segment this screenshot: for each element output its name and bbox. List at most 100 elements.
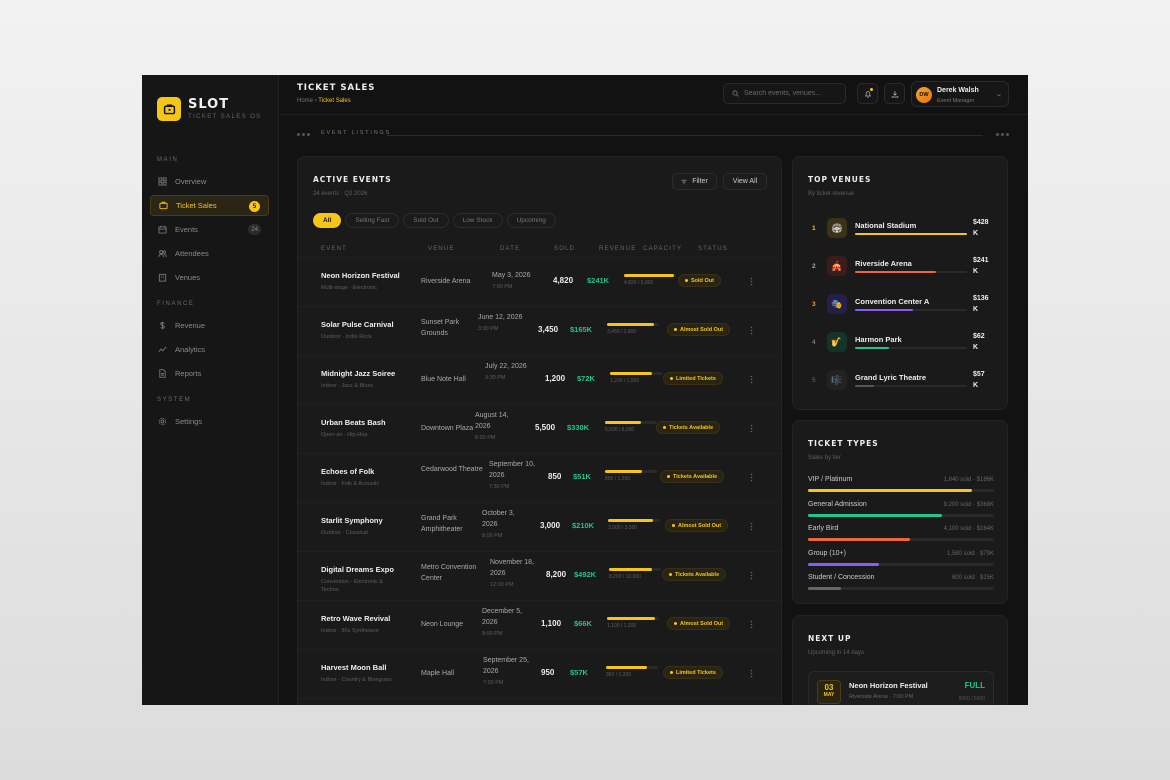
sidebar-item-ticket-sales[interactable]: Ticket Sales 5	[150, 195, 269, 216]
avatar: DW	[916, 87, 932, 103]
sidebar-item-revenue[interactable]: Revenue	[150, 315, 269, 336]
event-revenue: $492K	[574, 570, 597, 579]
chip-sold-out[interactable]: Sold Out	[403, 213, 449, 228]
breadcrumb-home[interactable]: Home	[297, 98, 314, 104]
filter-label: Filter	[692, 178, 708, 185]
event-name[interactable]: Urban Beats Bash	[321, 418, 386, 427]
venue-row[interactable]: 2 🎪 Riverside Arena $241 K	[793, 251, 1007, 289]
event-name[interactable]: Retro Wave Revival	[321, 614, 391, 623]
user-name: Derek Walsh	[937, 87, 979, 94]
table-row[interactable]: Retro Wave Revival Indoor · 80s Synthwave…	[298, 600, 781, 649]
event-name[interactable]: Digital Dreams Expo	[321, 565, 394, 574]
next-up-event[interactable]: 03 MAY Neon Horizon Festival Riverside A…	[808, 671, 994, 705]
column-header-sold[interactable]: SOLD	[554, 246, 576, 252]
section-divider: EVENT LISTINGS	[297, 129, 1009, 141]
venue-revenue-unit: K	[973, 306, 979, 313]
sidebar-item-label: Attendees	[175, 249, 209, 258]
ticket-type-bar	[808, 538, 994, 541]
sidebar-item-attendees[interactable]: Attendees	[150, 243, 269, 264]
capacity-track	[607, 617, 659, 620]
capacity-meter: 950 / 1,200	[606, 666, 658, 678]
table-row[interactable]: Digital Dreams Expo Convention · Electron…	[298, 551, 781, 600]
chip-upcoming[interactable]: Upcoming	[506, 213, 556, 228]
venue-bar	[855, 309, 967, 311]
venue-row[interactable]: 1 🏟 National Stadium $428 K	[793, 213, 1007, 251]
status-badge: Sold Out	[678, 274, 721, 287]
venue-row[interactable]: 5 🎼 Grand Lyric Theatre $57 K	[793, 365, 1007, 403]
event-sold: 4,820	[553, 276, 574, 285]
event-sold: 1,200	[545, 374, 566, 383]
event-revenue: $57K	[570, 668, 588, 677]
venue-row[interactable]: 3 🎭 Convention Center A $136 K	[793, 289, 1007, 327]
notifications-button[interactable]	[857, 83, 878, 104]
event-name[interactable]: Echoes of Folk	[321, 467, 375, 476]
table-row[interactable]: Urban Beats Bash Open-air · Hip-Hop Downto…	[298, 404, 781, 453]
more-options-icon[interactable]	[750, 277, 753, 286]
event-time: 7:30 PM	[489, 484, 510, 490]
status-badge: Tickets Available	[660, 470, 725, 483]
event-name[interactable]: Neon Horizon Festival	[321, 271, 400, 280]
nav-section-finance: FINANCE	[157, 301, 195, 307]
table-row[interactable]: Midnight Jazz Soiree Indoor · Jazz & Blue…	[298, 355, 781, 404]
more-options-icon[interactable]	[750, 620, 753, 629]
table-row[interactable]: Sunrise Reggae FestCoral BayJuly 5, 2026	[298, 698, 781, 705]
column-header-date[interactable]: DATE	[500, 246, 521, 252]
more-options-icon[interactable]	[750, 473, 753, 482]
event-date: July 22, 2026 9:30 PM	[485, 361, 533, 384]
more-options-icon[interactable]	[750, 571, 753, 580]
sidebar-item-label: Events	[175, 225, 198, 234]
table-row[interactable]: Neon Horizon Festival Multi-stage · Elect…	[298, 257, 781, 306]
more-options-icon[interactable]	[750, 669, 753, 678]
event-category: Multi-stage · Electronic	[321, 285, 377, 291]
search-input[interactable]	[744, 90, 839, 97]
more-options-icon[interactable]	[750, 424, 753, 433]
table-row[interactable]: Starlit Symphony Outdoor · Classical Grand…	[298, 502, 781, 551]
capacity-fill	[606, 666, 648, 669]
sidebar-item-overview[interactable]: Overview	[150, 171, 269, 192]
chip-all[interactable]: All	[313, 213, 342, 228]
sidebar-item-settings[interactable]: Settings	[150, 411, 269, 432]
venue-revenue-value: $62	[973, 333, 985, 340]
ticket-type-name: VIP / Platinum	[808, 476, 853, 483]
column-header-venue[interactable]: VENUE	[428, 246, 455, 252]
column-header-capacity[interactable]: CAPACITY	[643, 246, 683, 252]
sidebar-item-analytics[interactable]: Analytics	[150, 339, 269, 360]
more-options-icon[interactable]	[750, 522, 753, 531]
column-header-event[interactable]: EVENT	[321, 246, 348, 252]
gear-icon	[158, 417, 167, 426]
user-menu[interactable]: DW Derek Walsh Event Manager	[911, 81, 1009, 107]
ticket-type-name: General Admission	[808, 500, 867, 508]
chip-selling-fast[interactable]: Selling Fast	[345, 213, 400, 228]
event-name[interactable]: Midnight Jazz Soiree	[321, 369, 396, 378]
event-time: 8:00 PM	[482, 533, 503, 539]
sidebar-item-venues[interactable]: Venues	[150, 267, 269, 288]
table-row[interactable]: Echoes of Folk Indoor · Folk & Acoustic Ce…	[298, 453, 781, 502]
ticket-type-bar	[808, 513, 994, 517]
card-subtitle: 24 events · Q2 2026	[313, 191, 368, 197]
venue-row[interactable]: 4 🎷 Harmon Park $62 K	[793, 327, 1007, 365]
next-up-card: NEXT UP Upcoming in 14 days 03 MAY Neon …	[792, 615, 1008, 705]
event-sold: 3,450	[538, 325, 559, 334]
more-options-icon[interactable]	[750, 375, 753, 384]
column-header-revenue[interactable]: REVENUE	[599, 246, 637, 252]
chip-low-stock[interactable]: Low Stock	[452, 213, 503, 228]
event-name[interactable]: Starlit Symphony	[321, 516, 383, 525]
filter-icon	[681, 179, 687, 184]
view-all-button[interactable]: View All	[723, 173, 767, 190]
sidebar-item-label: Venues	[175, 273, 201, 282]
table-row[interactable]: Solar Pulse Carnival Outdoor · Indie Rock…	[298, 306, 781, 355]
event-name[interactable]: Solar Pulse Carnival	[321, 320, 394, 329]
column-header-status[interactable]: STATUS	[698, 246, 728, 252]
nav-section-main: MAIN	[157, 157, 179, 163]
search-box[interactable]	[723, 83, 846, 104]
filter-button[interactable]: Filter	[672, 173, 717, 190]
sidebar-item-reports[interactable]: Reports	[150, 363, 269, 384]
event-name[interactable]: Harvest Moon Ball	[321, 663, 387, 672]
table-row[interactable]: Harvest Moon Ball Indoor · Country & Blue…	[298, 649, 781, 698]
sidebar-item-events[interactable]: Events 24	[150, 219, 269, 240]
event-category: Indoor · Folk & Acoustic	[321, 481, 380, 487]
download-button[interactable]	[884, 83, 905, 104]
more-options-icon[interactable]	[750, 326, 753, 335]
venue-bar-fill	[855, 385, 875, 387]
event-revenue: $51K	[573, 472, 591, 481]
